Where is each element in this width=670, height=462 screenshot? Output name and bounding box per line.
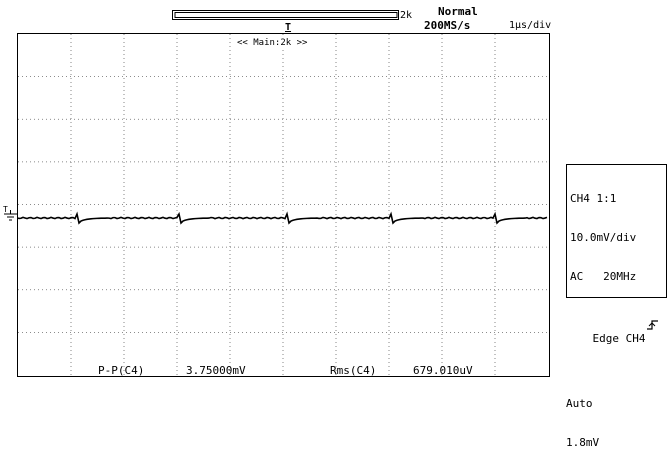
timebase: 1µs/div xyxy=(509,20,552,31)
trigger-position-marker[interactable]: T xyxy=(285,22,292,33)
record-length-label: 2k xyxy=(400,10,413,21)
trigger-type: Edge CH4 xyxy=(592,332,646,345)
channel-probe: CH4 1:1 xyxy=(570,192,617,205)
sample-rate: 200MS/s xyxy=(424,19,471,32)
waveform-display: << Main:2k >> xyxy=(17,33,550,377)
level-marker-label: T xyxy=(3,205,8,214)
measurement-pp-value: 3.75000mV xyxy=(186,364,246,377)
channel-settings-box[interactable]: CH4 1:1 10.0mV/div AC 20MHz xyxy=(566,164,667,298)
acquisition-mode: Normal xyxy=(438,5,478,18)
channel-coupling-bw: AC 20MHz xyxy=(570,270,637,283)
trigger-level: 1.8mV xyxy=(566,436,600,449)
trigger-mode: Auto xyxy=(566,397,593,410)
measurement-rms-label: Rms(C4) xyxy=(330,364,377,377)
trigger-settings[interactable]: Edge CH4 Auto 1.8mV xyxy=(566,293,658,462)
rising-edge-icon xyxy=(647,320,658,330)
measurement-pp-label: P-P(C4) xyxy=(98,364,145,377)
channel-vdiv: 10.0mV/div xyxy=(570,231,637,244)
measurement-rms-value: 679.010uV xyxy=(413,364,473,377)
channel-level-marker[interactable]: T xyxy=(3,205,18,223)
waveform-trace xyxy=(18,211,548,225)
record-length-bar xyxy=(172,10,399,20)
graticule xyxy=(18,34,548,375)
zoom-window-label: << Main:2k >> xyxy=(236,37,309,49)
